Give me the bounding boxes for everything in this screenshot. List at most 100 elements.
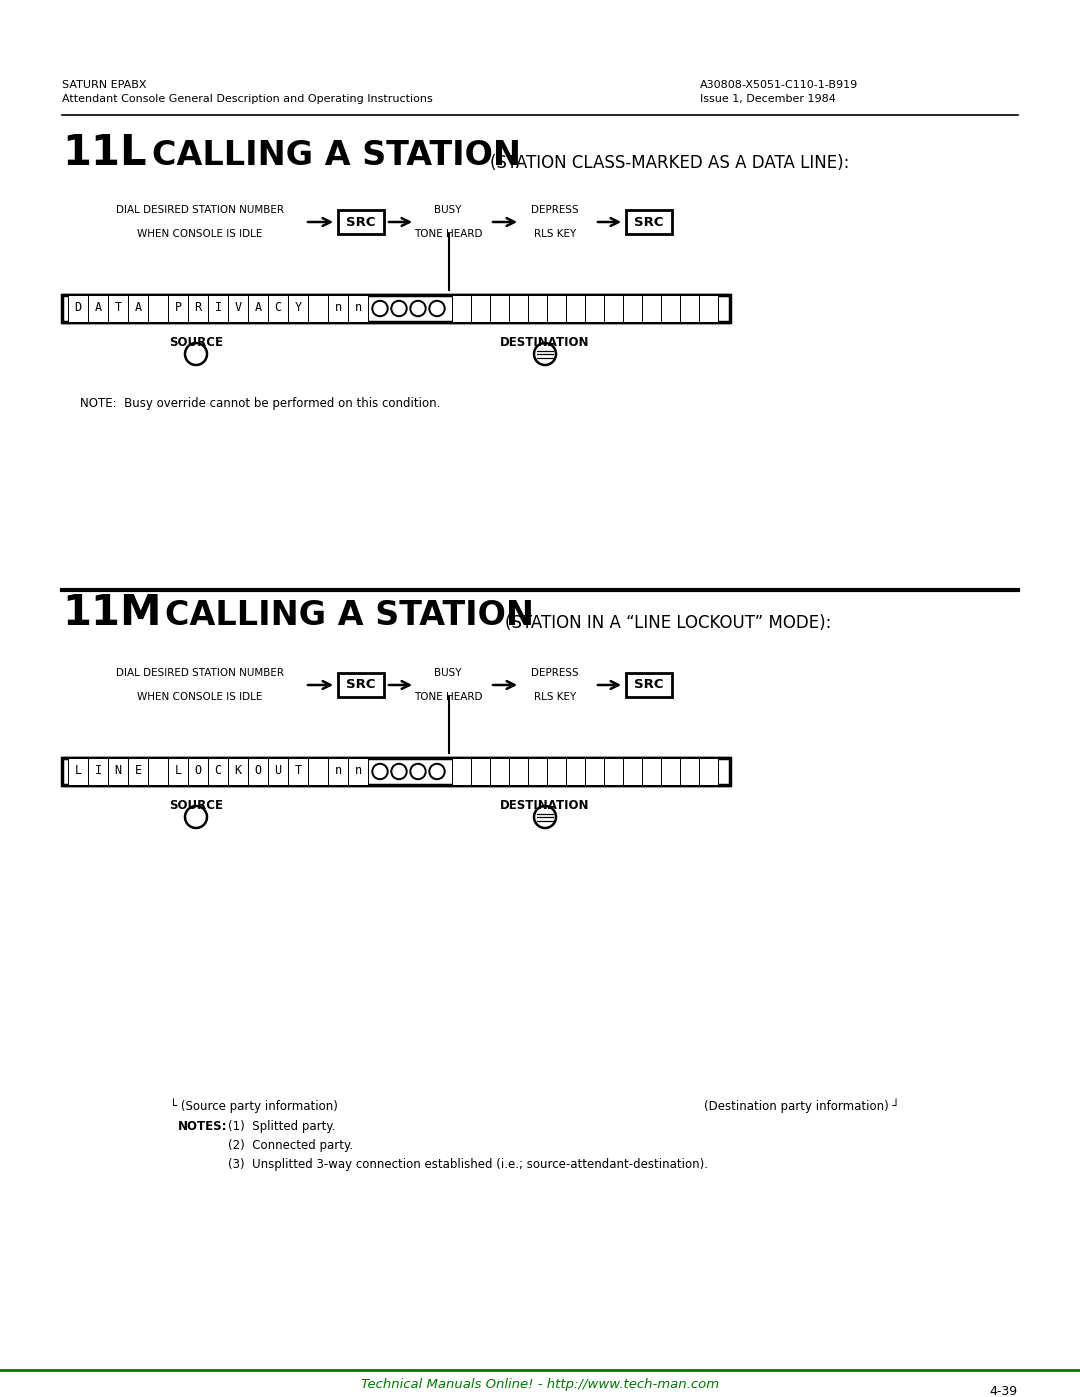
Bar (129, 759, 148, 785)
Bar (585, 759, 604, 785)
Bar (604, 295, 623, 321)
Text: SRC: SRC (347, 679, 376, 692)
Bar (62, 295, 730, 321)
Bar (288, 295, 308, 321)
Text: L: L (75, 764, 82, 777)
Text: DEPRESS: DEPRESS (531, 668, 579, 678)
Bar (208, 295, 228, 321)
Bar (490, 295, 509, 321)
Bar (328, 759, 348, 785)
Bar (62, 293, 730, 326)
Text: I: I (215, 300, 221, 314)
Text: T: T (114, 300, 122, 314)
Circle shape (374, 303, 386, 314)
Bar (68, 759, 87, 785)
Text: 11L: 11L (62, 131, 147, 175)
Text: RLS KEY: RLS KEY (534, 229, 576, 239)
Bar (546, 295, 566, 321)
Bar (528, 759, 546, 785)
Text: DESTINATION: DESTINATION (500, 799, 590, 812)
Circle shape (431, 303, 443, 314)
Text: Issue 1, December 1984: Issue 1, December 1984 (700, 94, 836, 103)
Bar (168, 295, 188, 321)
Bar (680, 295, 699, 321)
Text: DEPRESS: DEPRESS (531, 205, 579, 215)
Text: O: O (255, 764, 261, 777)
Text: P: P (175, 300, 181, 314)
Circle shape (429, 300, 445, 317)
Text: DESTINATION: DESTINATION (500, 337, 590, 349)
Bar (228, 295, 248, 321)
Text: RLS KEY: RLS KEY (534, 692, 576, 703)
Bar (208, 759, 228, 785)
Circle shape (374, 766, 386, 778)
Text: └ (Source party information): └ (Source party information) (170, 1098, 338, 1112)
Bar (566, 759, 585, 785)
Circle shape (411, 303, 424, 314)
Text: E: E (134, 764, 141, 777)
Bar (490, 759, 509, 785)
Circle shape (391, 764, 407, 780)
Text: CALLING A STATION: CALLING A STATION (165, 599, 534, 631)
Bar (680, 759, 699, 785)
Text: NOTES:: NOTES: (178, 1120, 228, 1133)
Circle shape (372, 764, 388, 780)
Text: SRC: SRC (634, 679, 664, 692)
Bar (268, 295, 288, 321)
Text: R: R (194, 300, 202, 314)
Bar (248, 759, 268, 785)
Circle shape (393, 303, 405, 314)
Bar (288, 759, 308, 785)
Text: (Destination party information) ┘: (Destination party information) ┘ (704, 1098, 900, 1112)
Text: BUSY: BUSY (434, 668, 462, 678)
Text: A30808-X5051-C110-1-B919: A30808-X5051-C110-1-B919 (700, 80, 859, 89)
Text: SATURN EPABX: SATURN EPABX (62, 80, 147, 89)
Bar (348, 295, 368, 321)
Bar (108, 759, 129, 785)
Text: C: C (274, 300, 282, 314)
Bar (62, 759, 730, 785)
Text: A: A (255, 300, 261, 314)
Bar (248, 295, 268, 321)
Text: BUSY: BUSY (434, 205, 462, 215)
Bar (604, 759, 623, 785)
Bar (626, 210, 672, 235)
Bar (308, 295, 328, 321)
Text: SOURCE: SOURCE (168, 799, 222, 812)
Circle shape (411, 766, 424, 778)
Bar (68, 295, 87, 321)
Bar (471, 759, 490, 785)
Text: V: V (234, 300, 242, 314)
Bar (661, 295, 680, 321)
Text: (3)  Unsplitted 3-way connection established (i.e.; source-attendant-destination: (3) Unsplitted 3-way connection establis… (228, 1158, 708, 1171)
Bar (642, 759, 661, 785)
Text: L: L (175, 764, 181, 777)
Circle shape (410, 764, 426, 780)
Text: SRC: SRC (347, 215, 376, 229)
Bar (528, 295, 546, 321)
Bar (188, 295, 208, 321)
Bar (268, 759, 288, 785)
Text: SOURCE: SOURCE (168, 337, 222, 349)
Text: TONE HEARD: TONE HEARD (414, 692, 483, 703)
Bar (623, 759, 642, 785)
Text: n: n (335, 764, 341, 777)
Text: I: I (94, 764, 102, 777)
Text: (1)  Splitted party.: (1) Splitted party. (228, 1120, 336, 1133)
Text: T: T (295, 764, 301, 777)
Bar (148, 295, 168, 321)
Bar (348, 759, 368, 785)
Text: (2)  Connected party.: (2) Connected party. (228, 1139, 353, 1153)
Text: TONE HEARD: TONE HEARD (414, 229, 483, 239)
Circle shape (410, 300, 426, 317)
Bar (566, 295, 585, 321)
Text: DIAL DESIRED STATION NUMBER: DIAL DESIRED STATION NUMBER (116, 205, 284, 215)
Text: DIAL DESIRED STATION NUMBER: DIAL DESIRED STATION NUMBER (116, 668, 284, 678)
Bar (87, 759, 108, 785)
Text: n: n (335, 300, 341, 314)
Bar (661, 759, 680, 785)
Bar (471, 295, 490, 321)
Circle shape (431, 766, 443, 778)
Bar (87, 295, 108, 321)
Text: (STATION CLASS-MARKED AS A DATA LINE):: (STATION CLASS-MARKED AS A DATA LINE): (490, 154, 849, 172)
